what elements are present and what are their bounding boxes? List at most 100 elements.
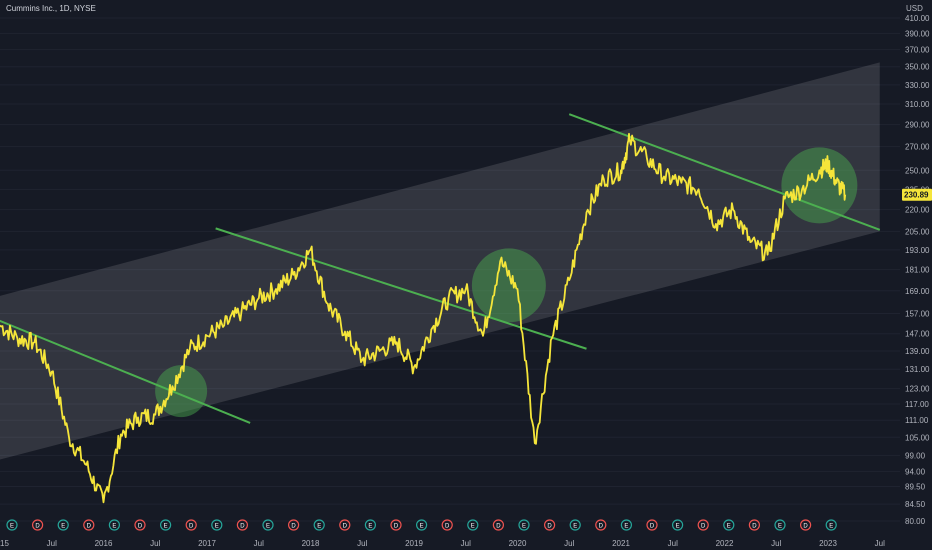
price-tick-label: 99.00 bbox=[905, 451, 926, 460]
badge-ring bbox=[723, 519, 735, 531]
badge-ring bbox=[134, 519, 146, 531]
dividend-badge[interactable]: D bbox=[748, 519, 761, 531]
highlight-circles bbox=[155, 147, 858, 418]
highlight-circle bbox=[781, 147, 858, 224]
badge-letter: E bbox=[164, 524, 168, 530]
price-tick-label: 84.50 bbox=[905, 500, 926, 509]
badge-ring bbox=[492, 519, 504, 531]
dividend-badge[interactable]: D bbox=[185, 519, 197, 531]
time-tick-label: Jul bbox=[771, 539, 781, 548]
earnings-badge[interactable]: E bbox=[518, 519, 530, 531]
price-tick-label: 370.00 bbox=[905, 46, 930, 55]
badge-ring bbox=[518, 519, 530, 531]
earnings-badge[interactable]: E bbox=[723, 519, 735, 531]
earnings-badge[interactable]: E bbox=[108, 519, 121, 531]
earnings-badge[interactable]: E bbox=[57, 519, 69, 531]
badge-ring bbox=[160, 519, 172, 531]
time-tick-label: 2017 bbox=[198, 539, 216, 548]
badge-letter: E bbox=[778, 524, 782, 530]
price-tick-label: 139.00 bbox=[905, 347, 930, 356]
badge-ring bbox=[57, 519, 69, 531]
dividend-badge[interactable]: D bbox=[799, 519, 812, 531]
time-tick-label: 2015 bbox=[0, 539, 9, 548]
dividend-badge[interactable]: D bbox=[646, 519, 658, 531]
time-tick-label: 2016 bbox=[95, 539, 113, 548]
earnings-badge[interactable]: E bbox=[825, 519, 837, 531]
time-tick-label: Jul bbox=[254, 539, 264, 548]
dividend-badge[interactable]: D bbox=[441, 519, 453, 531]
time-axis[interactable]: 2015 Jul 2016 Jul 2017 Jul 2018 Jul 2019 Jul 2020 J… bbox=[0, 537, 932, 550]
earnings-badge[interactable]: E bbox=[467, 519, 479, 531]
dividend-badge[interactable]: D bbox=[134, 519, 146, 531]
dividend-badge[interactable]: D bbox=[288, 519, 300, 531]
price-tick-label: 123.00 bbox=[905, 385, 930, 394]
earnings-badge[interactable]: E bbox=[160, 519, 172, 531]
price-tick-label: 410.00 bbox=[905, 14, 930, 23]
earnings-badge[interactable]: E bbox=[416, 519, 428, 531]
dividend-badge[interactable]: D bbox=[31, 519, 44, 531]
badge-ring bbox=[211, 519, 223, 531]
last-price-label: 230.89 bbox=[904, 191, 929, 200]
badge-ring bbox=[108, 519, 121, 531]
price-axis-bg bbox=[900, 0, 932, 550]
time-axis-bg bbox=[0, 537, 932, 550]
badge-ring bbox=[441, 519, 453, 531]
price-tick-label: 250.00 bbox=[905, 166, 930, 175]
badge-letter: E bbox=[317, 524, 321, 530]
time-tick-label: Jul bbox=[461, 539, 471, 548]
time-tick-label: Jul bbox=[875, 539, 885, 548]
badge-letter: D bbox=[343, 524, 348, 530]
dividend-badge[interactable]: D bbox=[390, 519, 402, 531]
dividend-badge[interactable]: D bbox=[492, 519, 504, 531]
badge-ring bbox=[236, 519, 248, 531]
dividend-badge[interactable]: D bbox=[697, 519, 709, 531]
earnings-badge[interactable]: E bbox=[6, 519, 18, 531]
dividend-badge[interactable]: D bbox=[236, 519, 248, 531]
trendline bbox=[0, 319, 251, 424]
price-tick-label: 350.00 bbox=[905, 63, 930, 72]
trendline bbox=[215, 227, 587, 350]
dividend-badge[interactable]: D bbox=[339, 519, 351, 531]
price-tick-label: 89.50 bbox=[905, 482, 926, 491]
symbol-title: Cummins Inc., 1D, NYSE bbox=[6, 4, 96, 13]
badge-letter: D bbox=[291, 524, 296, 530]
badge-letter: E bbox=[266, 524, 270, 530]
badge-letter: D bbox=[87, 524, 92, 530]
price-axis[interactable]: 410.00 390.00 370.00 350.00 330.00 310.00 290.… bbox=[900, 0, 932, 550]
price-tick-label: 310.00 bbox=[905, 100, 930, 109]
highlight-circle bbox=[155, 365, 208, 418]
channel-band bbox=[0, 62, 880, 460]
badge-letter: E bbox=[420, 524, 424, 530]
badge-letter: E bbox=[471, 524, 475, 530]
earnings-badge[interactable]: E bbox=[313, 519, 325, 531]
badge-letter: E bbox=[573, 524, 577, 530]
price-tick-label: 181.00 bbox=[905, 266, 930, 275]
badge-letter: E bbox=[676, 524, 680, 530]
badge-ring bbox=[31, 519, 44, 531]
earnings-badge[interactable]: E bbox=[620, 519, 633, 531]
dividend-badge[interactable]: D bbox=[595, 519, 607, 531]
time-tick-label: 2019 bbox=[405, 539, 423, 548]
badge-letter: D bbox=[394, 524, 399, 530]
price-tick-label: 111.00 bbox=[905, 416, 929, 425]
badge-letter: E bbox=[215, 524, 219, 530]
badge-ring bbox=[467, 519, 479, 531]
dividend-badge[interactable]: D bbox=[543, 519, 556, 531]
earnings-badge[interactable]: E bbox=[211, 519, 223, 531]
earnings-badge[interactable]: E bbox=[774, 519, 786, 531]
badge-letter: E bbox=[61, 524, 65, 530]
earnings-badge[interactable]: E bbox=[364, 519, 376, 531]
price-tick-label: 330.00 bbox=[905, 81, 930, 90]
price-tick-label: 220.00 bbox=[905, 206, 930, 215]
highlight-circle bbox=[471, 248, 546, 323]
earnings-badge[interactable]: E bbox=[262, 519, 274, 531]
earnings-badge[interactable]: E bbox=[671, 519, 684, 531]
badge-ring bbox=[262, 519, 274, 531]
dividend-badge[interactable]: D bbox=[83, 519, 95, 531]
earnings-badge[interactable]: E bbox=[569, 519, 581, 531]
price-tick-label: 94.00 bbox=[905, 467, 926, 476]
